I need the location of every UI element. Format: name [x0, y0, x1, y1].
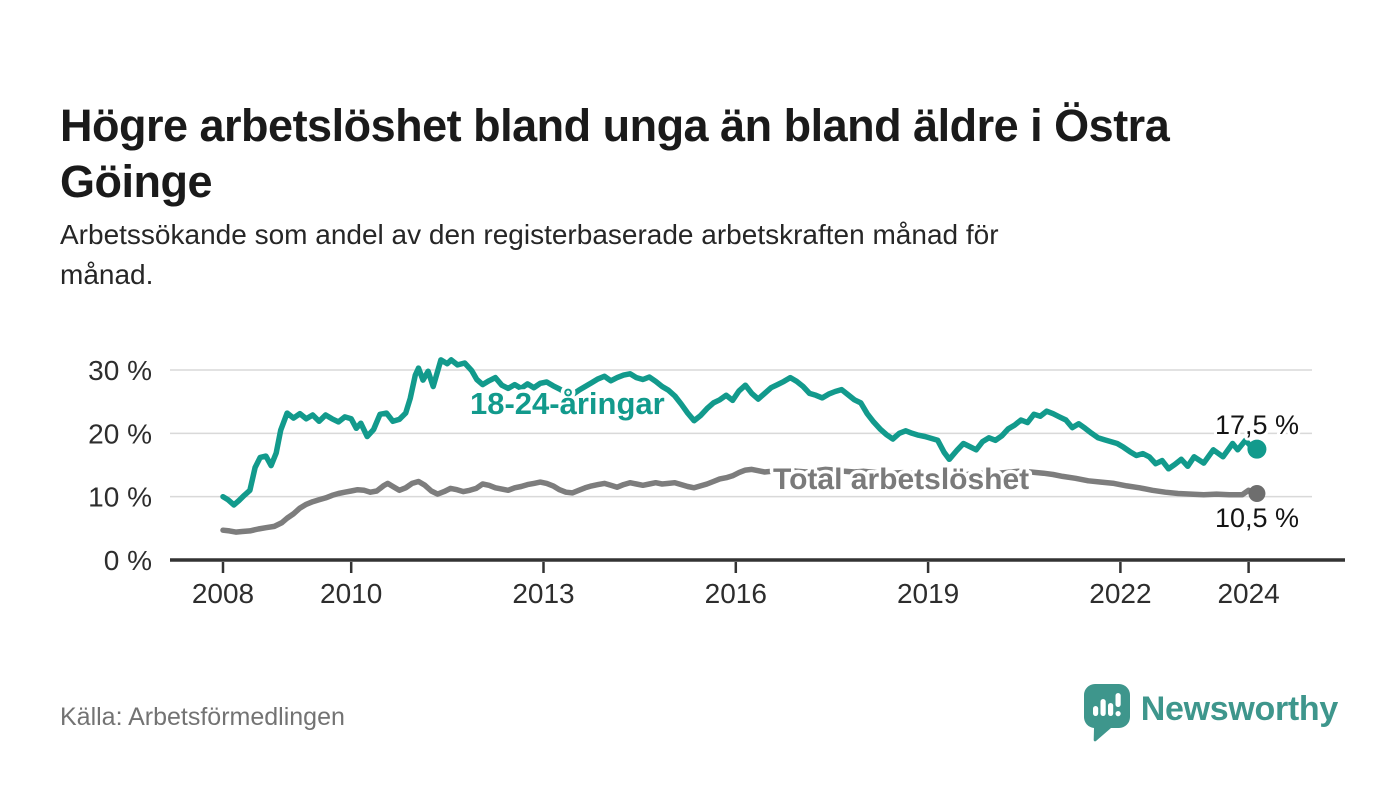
source-note: Källa: Arbetsförmedlingen — [60, 703, 345, 731]
gridlines — [170, 369, 1312, 498]
x-tick-label-2008: 2008 — [192, 578, 254, 609]
y-tick-label-0: 0 % — [104, 545, 152, 576]
x-tick-label-2022: 2022 — [1089, 578, 1151, 609]
newsworthy-bubble-chart-icon — [1083, 684, 1130, 742]
y-tick-label-30: 30 % — [88, 355, 152, 386]
end-dot-total — [1248, 485, 1266, 503]
end-dot-young — [1247, 439, 1267, 459]
x-tick-label-2016: 2016 — [705, 578, 767, 609]
series-label-total: Total arbetslöshet — [773, 463, 1029, 496]
y-tick-label-20: 20 % — [88, 418, 152, 449]
page-title-line-2: Göinge — [60, 156, 213, 208]
x-tick-label-2013: 2013 — [512, 578, 574, 609]
y-tick-label-10: 10 % — [88, 482, 152, 513]
line-total — [220, 466, 1260, 535]
newsworthy-brand-name: Newsworthy — [1140, 689, 1339, 728]
page-subtitle: Arbetssökande som andel av den registerb… — [60, 215, 1360, 295]
page-title: Högre arbetslöshet bland unga än bland ä… — [60, 98, 1360, 210]
y-axis-labels: 0 % 10 % 20 % 30 % — [88, 355, 152, 576]
x-tick-label-2019: 2019 — [897, 578, 959, 609]
end-value-label-young: 17,5 % — [1215, 410, 1299, 440]
x-axis: 2008 2010 2013 2016 2019 2022 2024 — [170, 558, 1345, 609]
end-value-label-total: 10,5 % — [1215, 503, 1299, 533]
series-label-young: 18-24-åringar — [470, 386, 665, 421]
page-subtitle-line-1: Arbetssökande som andel av den registerb… — [60, 219, 999, 250]
line-young — [220, 357, 1260, 508]
x-tick-label-2010: 2010 — [320, 578, 382, 609]
series-lines — [220, 357, 1267, 535]
x-tick-label-2024: 2024 — [1217, 578, 1279, 609]
page-subtitle-line-2: månad. — [60, 259, 154, 290]
newsworthy-logo: Newsworthy — [1083, 684, 1339, 742]
page-title-line-1: Högre arbetslöshet bland unga än bland ä… — [60, 100, 1170, 152]
